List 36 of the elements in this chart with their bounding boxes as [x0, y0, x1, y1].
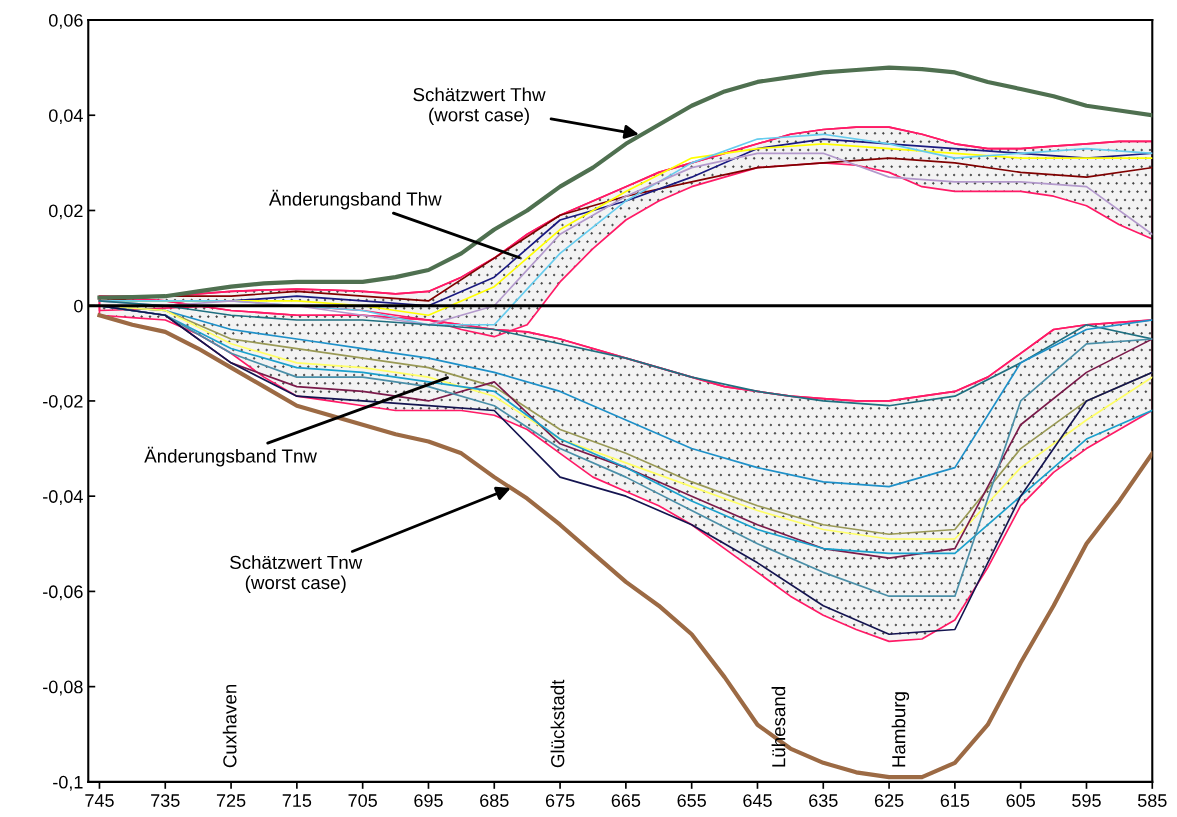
y-tick-label: 0,04	[48, 109, 83, 125]
x-tick-label: 705	[348, 794, 377, 807]
y-tick-label: -0,1	[53, 775, 83, 791]
y-tick-label: -0,02	[43, 394, 83, 410]
x-tick-label: 685	[480, 794, 509, 807]
x-tick-label: 665	[611, 794, 641, 807]
y-tick-label: 0,02	[48, 204, 83, 220]
annotation: Lühesand	[771, 686, 786, 767]
x-tick-label: 735	[151, 794, 180, 807]
x-tick-label: 675	[545, 794, 575, 807]
x-tick-label: 645	[743, 794, 772, 807]
y-tick-label: 0,06	[48, 13, 83, 29]
y-tick-label: -0,08	[43, 680, 83, 696]
x-tick-label: 745	[85, 794, 114, 807]
annotation: Hamburg	[891, 692, 910, 767]
x-tick-label: 655	[677, 794, 706, 807]
annotation: Cuxhaven	[222, 684, 237, 768]
annotation: Schätzwert Tnw (worst case)	[230, 555, 363, 593]
x-tick-label: 615	[940, 794, 970, 807]
annotation: Schätzwert Thw (worst case)	[413, 87, 546, 126]
annotation: Änderungsband Tnw	[144, 446, 317, 467]
annotation: Änderungsband Thw	[268, 189, 442, 210]
x-tick-label: 635	[809, 794, 838, 807]
line-series	[97, 313, 1153, 780]
annotation: Glückstadt	[550, 679, 565, 768]
x-tick-label: 715	[282, 794, 312, 807]
x-tick-label: 625	[874, 794, 904, 807]
line-series	[97, 65, 1153, 300]
y-tick-label: 0	[74, 299, 83, 313]
y-tick-label: -0,06	[43, 585, 83, 601]
x-tick-label: 595	[1072, 794, 1101, 807]
x-tick-label: 585	[1137, 794, 1167, 807]
x-tick-label: 695	[414, 794, 443, 807]
x-tick-label: 605	[1006, 794, 1035, 807]
x-tick-label: 725	[216, 794, 246, 807]
y-tick-label: -0,04	[43, 490, 83, 506]
